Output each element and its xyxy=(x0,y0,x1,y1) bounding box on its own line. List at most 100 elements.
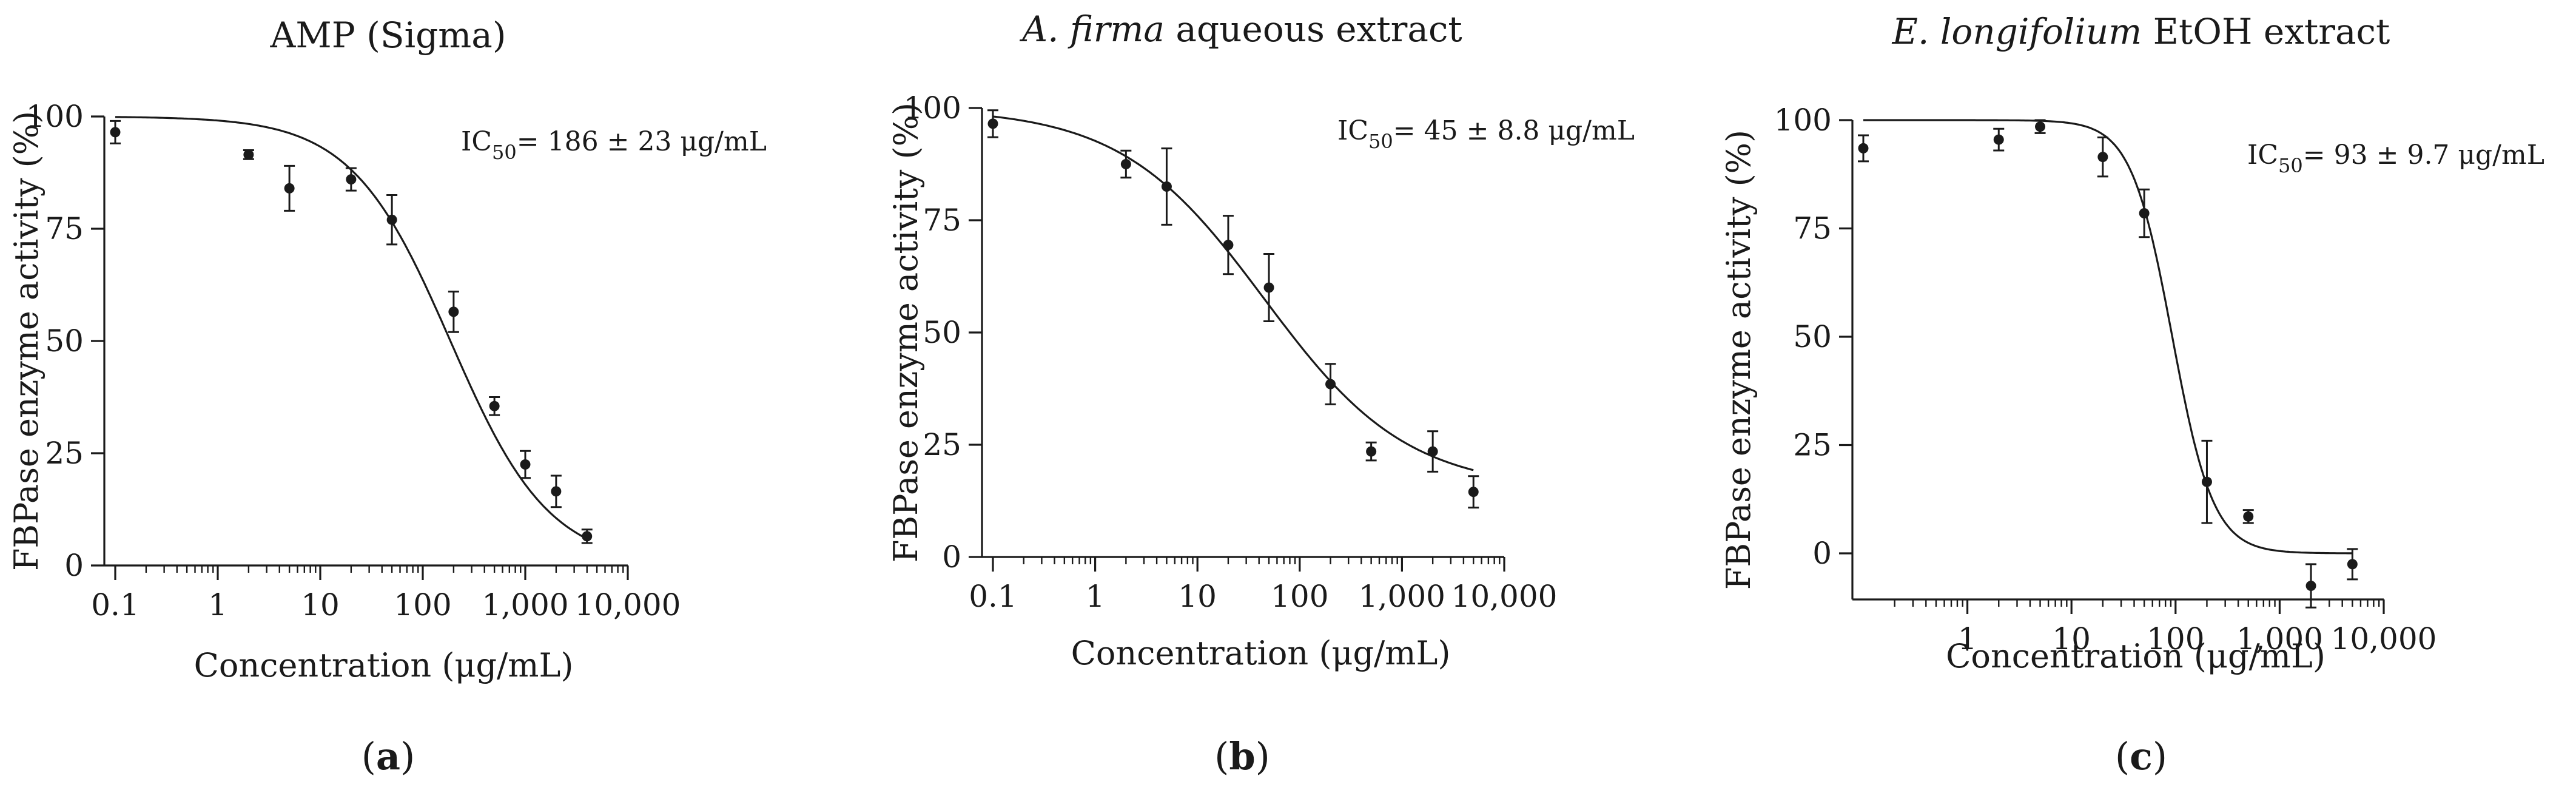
x-tick-label: 0.1 xyxy=(91,587,140,623)
chart-title: E. longifolium EtOH extract xyxy=(1892,11,2390,52)
panel-label-letter: a xyxy=(376,734,400,778)
chart-title-part: A. firma xyxy=(1019,8,1165,50)
data-point xyxy=(551,486,562,497)
ic50-annotation: IC50= 45 ± 8.8 μg/mL xyxy=(1337,115,1635,153)
data-point xyxy=(1223,240,1234,251)
data-point xyxy=(1858,143,1869,154)
chart-title-part: EtOH extract xyxy=(2142,11,2390,52)
data-point xyxy=(448,306,459,317)
x-tick-label: 1 xyxy=(1958,621,1977,656)
x-axis-label: Concentration (μg/mL) xyxy=(194,646,574,684)
data-point xyxy=(284,183,295,194)
data-point xyxy=(386,214,397,225)
y-axis-label: FBPase enzyme activity (%) xyxy=(887,103,925,562)
data-point xyxy=(987,118,998,129)
x-tick-label: 1 xyxy=(1086,579,1105,614)
panel-label: (a) xyxy=(362,734,415,778)
x-axis-label: Concentration (μg/mL) xyxy=(1946,637,2325,675)
y-tick-label: 100 xyxy=(1774,103,1832,138)
y-tick-label: 75 xyxy=(45,211,84,246)
data-point xyxy=(2243,511,2254,522)
ic50-annotation: IC50= 93 ± 9.7 μg/mL xyxy=(2247,140,2544,177)
data-point xyxy=(1263,282,1274,293)
x-tick-label: 1,000 xyxy=(1359,579,1445,614)
chart-panel-a: AMP (Sigma) 0 25 50 75 100 0.1 1 10 100 1,000 10,00… xyxy=(7,15,767,778)
panel-label: (b) xyxy=(1214,734,1270,778)
x-tick-label: 10 xyxy=(301,587,340,623)
x-tick-label: 10,000 xyxy=(575,587,681,623)
y-tick-label: 25 xyxy=(45,436,84,471)
ic50-annotation: IC50= 186 ± 23 μg/mL xyxy=(461,126,767,164)
x-tick-label: 10,000 xyxy=(2331,621,2437,656)
chart-panel-c: E. longifolium EtOH extract 0 25 50 75 100 1 10… xyxy=(1720,11,2544,778)
data-point xyxy=(110,127,121,138)
data-point xyxy=(1993,134,2004,145)
panel-label-close: ) xyxy=(400,734,415,778)
data-point xyxy=(2347,559,2358,570)
y-tick-label: 0 xyxy=(64,548,84,583)
ic50-value: = 186 ± 23 μg/mL xyxy=(517,126,767,157)
y-tick-label: 50 xyxy=(923,315,961,350)
data-point xyxy=(346,174,357,185)
data-point xyxy=(1366,446,1377,457)
data-point xyxy=(2305,581,2316,592)
x-tick-label: 1,000 xyxy=(2236,621,2323,656)
fit-curve xyxy=(1863,119,2353,555)
data-point xyxy=(489,400,500,411)
panel-label-letter: c xyxy=(2130,734,2153,778)
data-point xyxy=(243,149,254,160)
data-point xyxy=(582,531,593,542)
panel-label-open: ( xyxy=(1214,734,1229,778)
data-point xyxy=(1161,181,1172,192)
data-point xyxy=(1120,159,1131,169)
panel-label-letter: b xyxy=(1229,734,1255,778)
panel-label-close: ) xyxy=(2153,734,2167,778)
chart-title-part: E. longifolium xyxy=(1892,11,2142,52)
data-point xyxy=(1468,487,1479,498)
y-tick-label: 50 xyxy=(45,323,84,359)
y-axis-label: FBPase enzyme activity (%) xyxy=(7,111,45,571)
x-tick-label: 100 xyxy=(1271,579,1328,614)
ic50-prefix: IC xyxy=(2247,140,2278,170)
data-point xyxy=(2139,208,2150,219)
chart-title: AMP (Sigma) xyxy=(270,15,506,56)
ic50-subscript: 50 xyxy=(2278,154,2303,177)
panel-label-close: ) xyxy=(1256,734,1270,778)
x-tick-label: 100 xyxy=(2147,621,2204,656)
x-axis-label: Concentration (μg/mL) xyxy=(1071,634,1451,672)
y-tick-label: 50 xyxy=(1793,319,1832,354)
chart-title: A. firma aqueous extract xyxy=(1019,8,1462,50)
x-tick-label: 0.1 xyxy=(969,579,1017,614)
data-point xyxy=(1427,446,1438,457)
x-tick-label: 1 xyxy=(208,587,227,623)
data-point xyxy=(2097,152,2108,163)
y-tick-label: 75 xyxy=(1793,211,1832,246)
x-tick-label: 10 xyxy=(2052,621,2091,656)
y-tick-label: 0 xyxy=(1812,536,1832,571)
panel-label: (c) xyxy=(2115,734,2167,778)
x-tick-label: 10 xyxy=(1178,579,1217,614)
x-tick-label: 1,000 xyxy=(482,587,568,623)
chart-title-part: aqueous extract xyxy=(1165,8,1462,50)
ic50-subscript: 50 xyxy=(1368,130,1393,153)
x-tick-label: 10,000 xyxy=(1451,579,1558,614)
chart-panel-b: A. firma aqueous extract 0 25 50 75 100 0.1 1 10… xyxy=(887,8,1635,778)
data-point xyxy=(2201,476,2212,487)
x-tick-label: 100 xyxy=(394,587,451,623)
ic50-value: = 93 ± 9.7 μg/mL xyxy=(2303,140,2544,170)
y-tick-label: 100 xyxy=(26,99,84,134)
y-tick-label: 25 xyxy=(923,427,961,462)
data-point xyxy=(1325,379,1336,390)
y-tick-label: 75 xyxy=(923,203,961,238)
data-point xyxy=(2035,121,2046,132)
chart-title-part: AMP (Sigma) xyxy=(270,15,506,56)
ic50-subscript: 50 xyxy=(492,141,517,164)
panel-label-open: ( xyxy=(2115,734,2130,778)
y-tick-label: 0 xyxy=(942,539,961,575)
y-tick-label: 100 xyxy=(904,90,961,126)
data-point xyxy=(520,459,531,470)
y-tick-label: 25 xyxy=(1793,428,1832,463)
panel-label-open: ( xyxy=(362,734,376,778)
fit-curve xyxy=(992,115,1474,471)
